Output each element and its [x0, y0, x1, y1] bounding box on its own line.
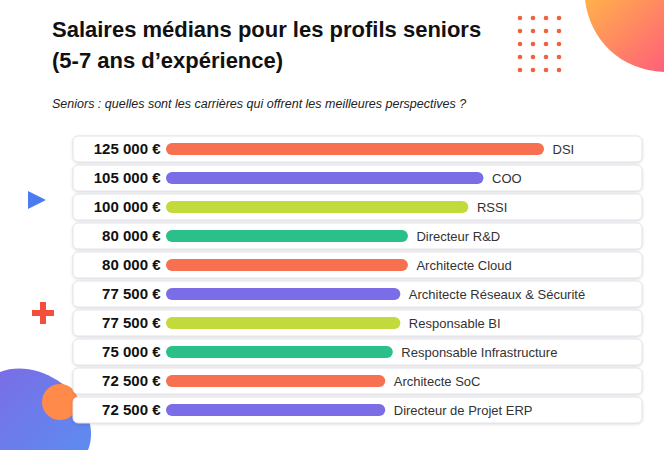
svg-text:Directeur R&D: Directeur R&D: [416, 229, 500, 244]
html-text:Salaires médians pour les prof: Salaires médians pour les profils senior…: [52, 17, 482, 73]
svg-text:105 000 €: 105 000 €: [94, 169, 161, 186]
svg-text:80 000 €: 80 000 €: [102, 227, 161, 244]
svg-text:77 500 €: 77 500 €: [102, 285, 161, 302]
svg-text:72 500 €: 72 500 €: [102, 401, 161, 418]
html-text:Seniors : quelles sont les car: Seniors : quelles sont les carrières qui…: [52, 97, 467, 111]
svg-text:125 000 €: 125 000 €: [94, 140, 161, 157]
svg-text:Architecte Cloud: Architecte Cloud: [416, 258, 511, 273]
svg-text:72 500 €: 72 500 €: [102, 372, 161, 389]
svg-text:Directeur de Projet ERP: Directeur de Projet ERP: [394, 403, 533, 418]
svg-text:Architecte SoC: Architecte SoC: [394, 374, 481, 389]
svg-text:80 000 €: 80 000 €: [102, 256, 161, 273]
svg-text:77 500 €: 77 500 €: [102, 314, 161, 331]
svg-text:RSSI: RSSI: [477, 200, 507, 215]
svg-text:100 000 €: 100 000 €: [94, 198, 161, 215]
svg-text:75 000 €: 75 000 €: [102, 343, 161, 360]
svg-text:COO: COO: [492, 171, 522, 186]
svg-text:Responsable BI: Responsable BI: [409, 316, 501, 331]
svg-text:Architecte Réseaux & Sécurité: Architecte Réseaux & Sécurité: [409, 287, 585, 302]
svg-text:DSI: DSI: [553, 142, 575, 157]
svg-text:Responsable Infrastructure: Responsable Infrastructure: [401, 345, 557, 360]
